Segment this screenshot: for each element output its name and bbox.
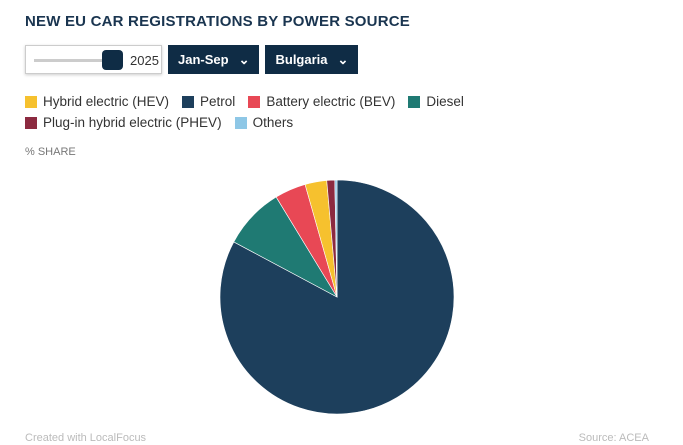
legend-label: Petrol [200,94,236,109]
year-value: 2025 [130,53,159,68]
chart-title: NEW EU CAR REGISTRATIONS BY POWER SOURCE [25,13,410,30]
country-dropdown[interactable]: Bulgaria ⌄ [265,45,359,74]
year-slider[interactable]: 2025 [25,45,162,74]
pie-slice-others[interactable] [334,179,338,298]
legend-label: Others [252,115,294,130]
legend-item[interactable]: Diesel [408,94,464,109]
slider-track [34,59,110,62]
legend-swatch [248,95,261,108]
unit-label: % SHARE [25,146,76,158]
legend-item[interactable]: Hybrid electric (HEV) [25,94,169,109]
credit: Created with LocalFocus [25,432,147,444]
controls: 2025 Jan-Sep ⌄ Bulgaria ⌄ [25,45,359,74]
legend: Hybrid electric (HEV) Petrol Battery elect… [25,94,665,130]
legend-label: Diesel [426,94,464,109]
legend-swatch [408,95,421,108]
legend-label: Hybrid electric (HEV) [43,94,170,109]
period-dropdown[interactable]: Jan-Sep ⌄ [168,45,260,74]
chevron-down-icon: ⌄ [238,51,250,67]
chevron-down-icon: ⌄ [337,51,349,67]
legend-item[interactable]: Petrol [182,94,235,109]
legend-swatch [25,116,37,129]
legend-item[interactable]: Others [234,115,294,130]
legend-swatch [182,95,195,108]
period-value: Jan-Sep [178,52,229,67]
legend-label: Plug-in hybrid electric (PHEV) [43,115,222,130]
legend-item[interactable]: Battery electric (BEV) [248,94,395,109]
country-value: Bulgaria [275,52,328,67]
legend-item[interactable]: Plug-in hybrid electric (PHEV) [25,115,222,130]
source: Source: ACEA [578,432,649,444]
slider-thumb[interactable] [102,50,123,70]
legend-label: Battery electric (BEV) [266,94,396,109]
legend-swatch [234,116,247,129]
legend-swatch [25,95,37,108]
